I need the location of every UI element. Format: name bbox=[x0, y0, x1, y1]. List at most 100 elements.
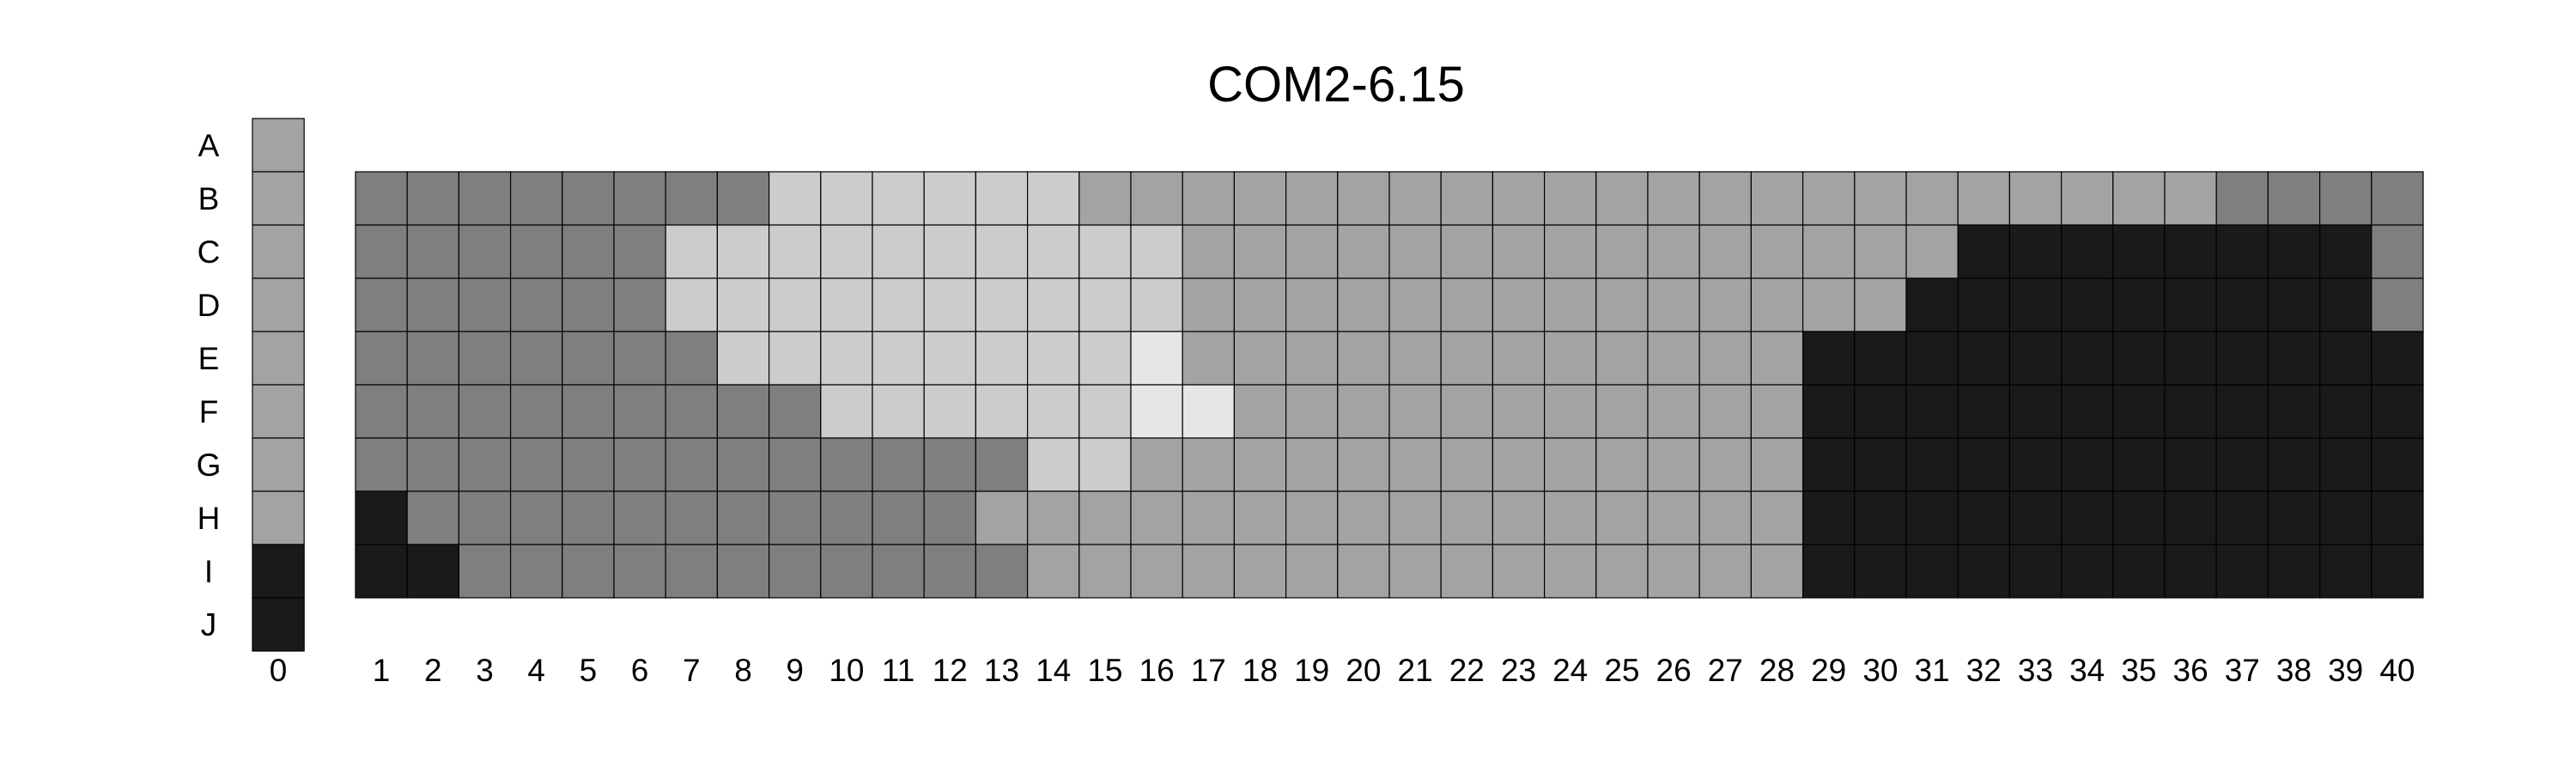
cell-17-g bbox=[1182, 437, 1235, 492]
row-label-a: A bbox=[198, 128, 220, 163]
cell-12-i bbox=[923, 544, 976, 599]
cell-34-c bbox=[2061, 224, 2114, 279]
cell-13-i bbox=[975, 544, 1029, 599]
cell-32-h bbox=[1957, 490, 2010, 545]
cell-8-f bbox=[716, 384, 770, 439]
cell-40-f bbox=[2371, 384, 2424, 439]
cell-3-b bbox=[458, 171, 512, 226]
cell-20-i bbox=[1337, 544, 1390, 599]
cell-4-g bbox=[509, 437, 563, 492]
column-label-21: 21 bbox=[1398, 653, 1433, 688]
cell-33-b bbox=[2008, 171, 2063, 226]
cell-40-h bbox=[2371, 490, 2424, 545]
cell-0-a bbox=[252, 118, 305, 173]
cell-24-i bbox=[1543, 544, 1597, 599]
cell-33-i bbox=[2008, 544, 2063, 599]
cell-11-d bbox=[872, 277, 925, 332]
column-label-10: 10 bbox=[829, 653, 864, 688]
cell-39-b bbox=[2319, 171, 2372, 226]
cell-34-b bbox=[2061, 171, 2114, 226]
cell-7-c bbox=[665, 224, 719, 279]
cell-11-i bbox=[872, 544, 925, 599]
cell-1-c bbox=[355, 224, 408, 279]
cell-36-d bbox=[2164, 277, 2217, 332]
cell-1-f bbox=[355, 384, 408, 439]
row-label-h: H bbox=[197, 501, 221, 536]
cell-14-h bbox=[1026, 490, 1080, 545]
cell-30-c bbox=[1854, 224, 1907, 279]
cell-39-i bbox=[2319, 544, 2372, 599]
cell-18-d bbox=[1233, 277, 1287, 332]
cell-26-d bbox=[1647, 277, 1700, 332]
cell-40-g bbox=[2371, 437, 2424, 492]
cell-25-f bbox=[1595, 384, 1649, 439]
cell-35-c bbox=[2112, 224, 2166, 279]
cell-40-d bbox=[2371, 277, 2424, 332]
cell-0-d bbox=[252, 277, 305, 332]
cell-11-g bbox=[872, 437, 925, 492]
cell-29-i bbox=[1802, 544, 1856, 599]
cell-30-f bbox=[1854, 384, 1907, 439]
cell-15-g bbox=[1078, 437, 1132, 492]
cell-19-d bbox=[1285, 277, 1339, 332]
cell-3-g bbox=[458, 437, 512, 492]
cell-3-h bbox=[458, 490, 512, 545]
cell-23-h bbox=[1492, 490, 1546, 545]
cell-8-h bbox=[716, 490, 770, 545]
cell-5-h bbox=[562, 490, 615, 545]
cell-27-d bbox=[1698, 277, 1752, 332]
column-label-19: 19 bbox=[1294, 653, 1329, 688]
cell-34-h bbox=[2061, 490, 2114, 545]
cell-9-i bbox=[768, 544, 822, 599]
cell-25-h bbox=[1595, 490, 1649, 545]
cell-32-d bbox=[1957, 277, 2010, 332]
cell-2-f bbox=[406, 384, 460, 439]
cell-22-h bbox=[1440, 490, 1493, 545]
cell-11-f bbox=[872, 384, 925, 439]
cell-12-c bbox=[923, 224, 976, 279]
column-label-38: 38 bbox=[2276, 653, 2312, 688]
cell-23-f bbox=[1492, 384, 1546, 439]
cell-3-i bbox=[458, 544, 512, 599]
column-label-6: 6 bbox=[631, 653, 649, 688]
cell-10-e bbox=[820, 331, 873, 386]
cell-22-c bbox=[1440, 224, 1493, 279]
row-label-g: G bbox=[197, 447, 222, 483]
column-label-34: 34 bbox=[2069, 653, 2105, 688]
cell-32-i bbox=[1957, 544, 2010, 599]
cell-23-c bbox=[1492, 224, 1546, 279]
cell-14-c bbox=[1026, 224, 1080, 279]
cell-19-f bbox=[1285, 384, 1339, 439]
column-label-0: 0 bbox=[270, 653, 288, 688]
column-0-strip bbox=[252, 118, 305, 652]
cell-18-f bbox=[1233, 384, 1287, 439]
cell-13-f bbox=[975, 384, 1029, 439]
cell-4-h bbox=[509, 490, 563, 545]
cell-1-i bbox=[355, 544, 408, 599]
column-label-29: 29 bbox=[1811, 653, 1846, 688]
cell-9-h bbox=[768, 490, 822, 545]
chart-title: COM2-6.15 bbox=[1207, 57, 1465, 113]
cell-36-c bbox=[2164, 224, 2217, 279]
cell-38-d bbox=[2267, 277, 2321, 332]
cell-2-d bbox=[406, 277, 460, 332]
cell-33-g bbox=[2008, 437, 2063, 492]
cell-18-g bbox=[1233, 437, 1287, 492]
cell-2-c bbox=[406, 224, 460, 279]
cell-25-d bbox=[1595, 277, 1649, 332]
cell-15-d bbox=[1078, 277, 1132, 332]
cell-14-e bbox=[1026, 331, 1080, 386]
column-label-9: 9 bbox=[786, 653, 804, 688]
cell-7-h bbox=[665, 490, 719, 545]
cell-32-g bbox=[1957, 437, 2010, 492]
cell-25-c bbox=[1595, 224, 1649, 279]
cell-39-d bbox=[2319, 277, 2372, 332]
cell-28-d bbox=[1750, 277, 1804, 332]
cell-20-e bbox=[1337, 331, 1390, 386]
cell-10-g bbox=[820, 437, 873, 492]
column-label-7: 7 bbox=[683, 653, 701, 688]
cell-24-f bbox=[1543, 384, 1597, 439]
cell-5-b bbox=[562, 171, 615, 226]
cell-17-f bbox=[1182, 384, 1235, 439]
